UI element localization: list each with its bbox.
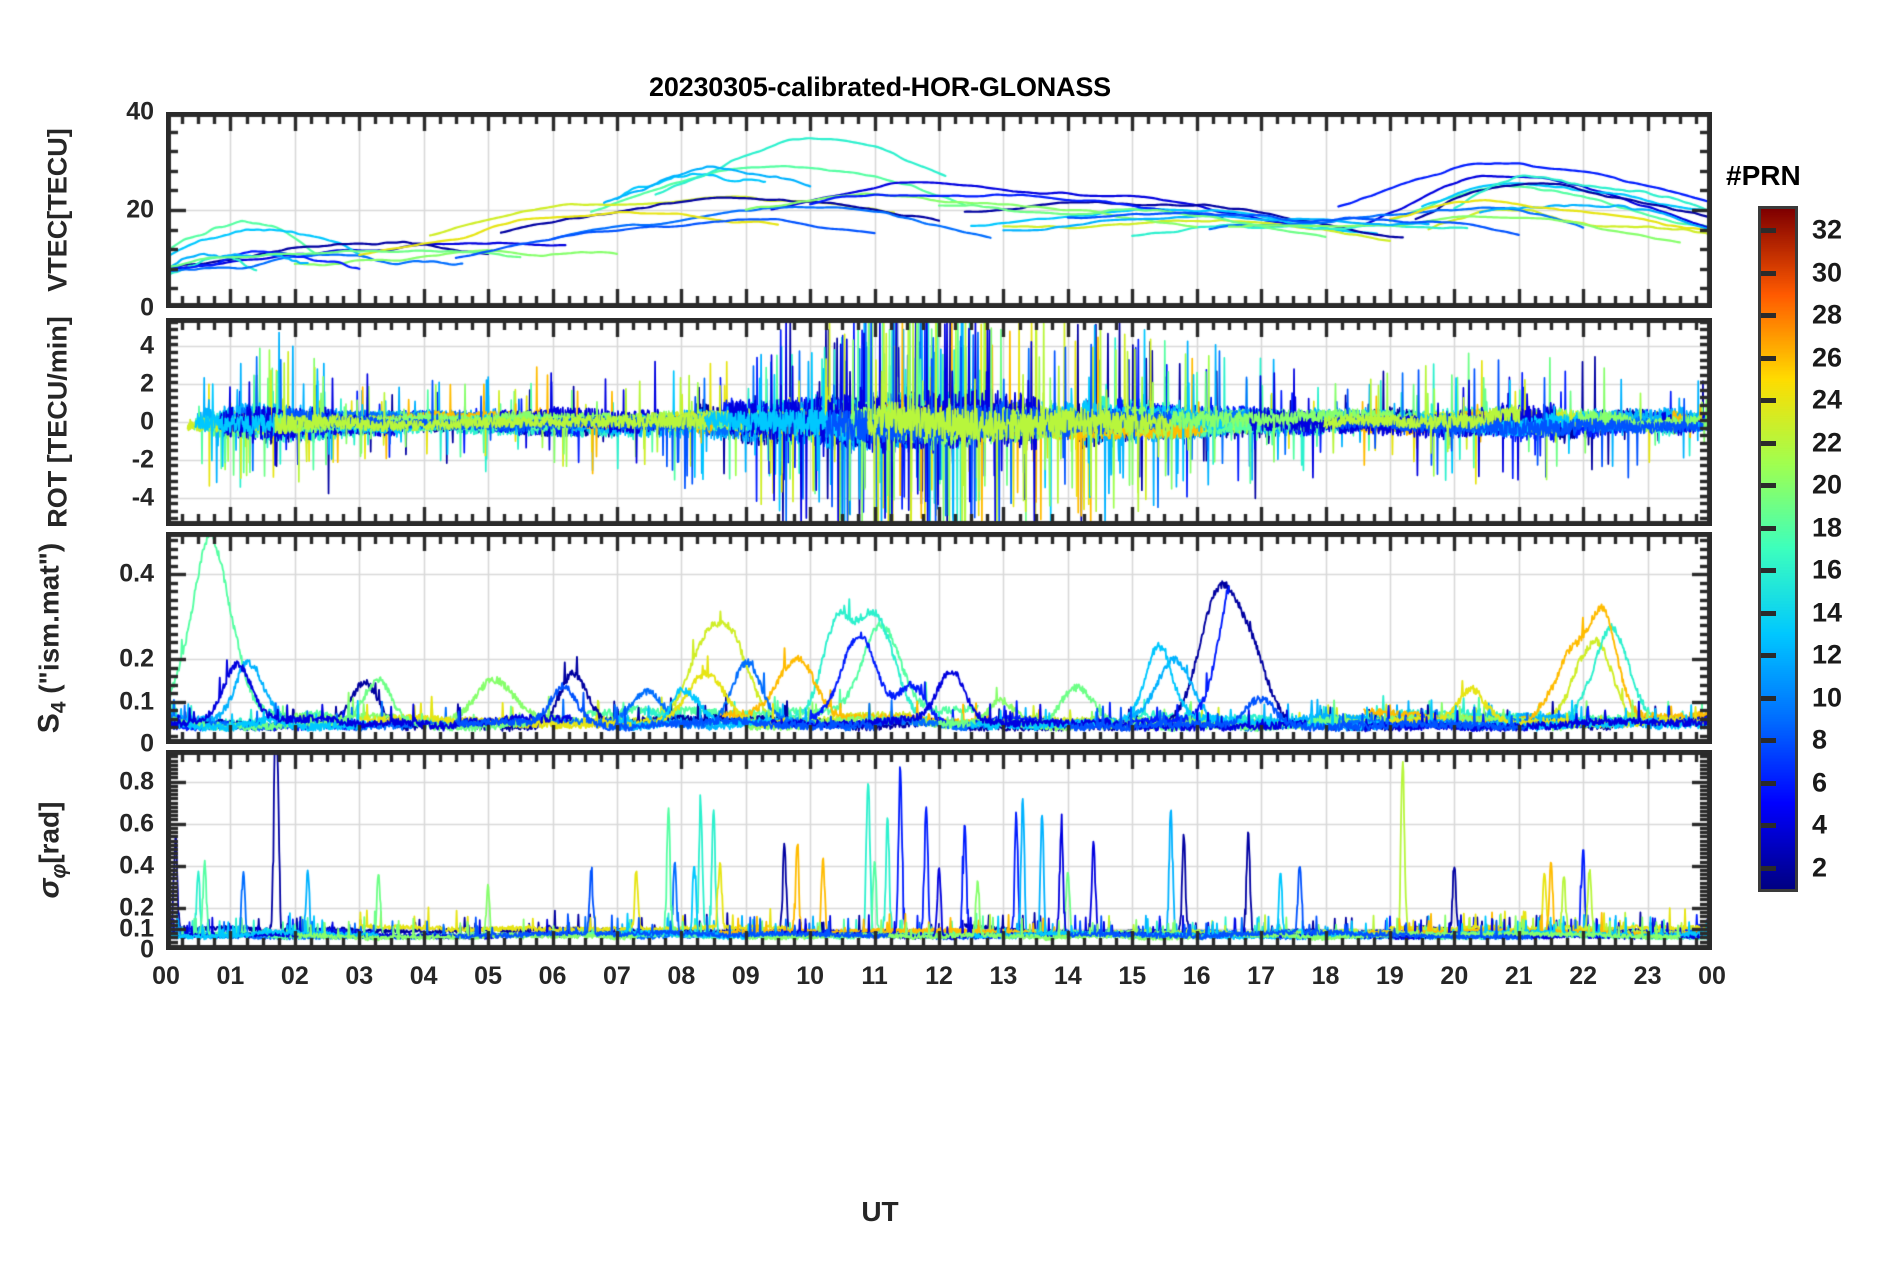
y-tick-label: 0.1 — [119, 687, 154, 716]
colorbar-tick — [1761, 738, 1776, 744]
x-tick-label: 15 — [1118, 962, 1147, 990]
colorbar-tick-label: 10 — [1812, 682, 1843, 713]
y-tick-label: 4 — [140, 331, 154, 360]
colorbar-tick-label: 2 — [1812, 852, 1828, 883]
colorbar-tick — [1761, 355, 1776, 361]
y-tick-label: -2 — [131, 445, 154, 474]
colorbar-tick-label: 8 — [1812, 724, 1828, 755]
colorbar-tick-label: 32 — [1812, 214, 1843, 245]
y-tick-label: 0.1 — [119, 914, 154, 943]
colorbar-tick — [1761, 398, 1776, 404]
colorbar-tick — [1761, 695, 1776, 701]
panel-vtec — [166, 112, 1712, 308]
y-tick-label: 0.4 — [119, 559, 154, 588]
colorbar-title: #PRN — [1726, 160, 1801, 191]
x-tick-label: 00 — [152, 962, 180, 990]
x-tick-label: 13 — [989, 962, 1018, 990]
x-tick-label: 17 — [1247, 962, 1275, 990]
y-tick-label: 0 — [140, 729, 154, 758]
y-tick-label: 2 — [140, 369, 154, 398]
x-tick-label: 21 — [1504, 962, 1533, 990]
colorbar-tick-label: 24 — [1812, 384, 1843, 415]
x-tick-label: 03 — [345, 962, 374, 990]
colorbar-tick — [1761, 313, 1776, 319]
x-tick-label: 12 — [925, 962, 953, 990]
y-tick-label: -4 — [131, 483, 154, 512]
colorbar-tick — [1761, 568, 1776, 574]
x-tick-label: 23 — [1633, 962, 1662, 990]
x-tick-label: 14 — [1053, 962, 1082, 990]
x-tick-label: 07 — [603, 962, 631, 990]
colorbar-tick — [1761, 780, 1776, 786]
x-tick-label: 09 — [731, 962, 760, 990]
colorbar-tick — [1761, 865, 1776, 871]
colorbar-tick — [1761, 823, 1776, 829]
colorbar-tick-label: 30 — [1812, 257, 1843, 288]
y-tick-label: 0.6 — [119, 809, 154, 838]
colorbar-tick-label: 14 — [1812, 597, 1843, 628]
x-tick-label: 00 — [1698, 962, 1726, 990]
x-tick-label: 08 — [667, 962, 696, 990]
colorbar-gradient — [1758, 206, 1798, 892]
colorbar-tick — [1761, 228, 1776, 234]
colorbar-tick-label: 20 — [1812, 469, 1843, 500]
colorbar-tick-label: 6 — [1812, 767, 1828, 798]
panel-sigma-phi — [166, 750, 1712, 950]
colorbar-tick — [1761, 483, 1776, 489]
colorbar-tick — [1761, 610, 1776, 616]
colorbar-tick-label: 4 — [1812, 809, 1828, 840]
y-tick-label: 0 — [140, 935, 154, 964]
x-tick-label: 20 — [1440, 962, 1469, 990]
y-tick-label: 0.4 — [119, 851, 154, 880]
panel-rot — [166, 318, 1712, 526]
colorbar-tick-label: 16 — [1812, 554, 1843, 585]
colorbar-tick-label: 12 — [1812, 639, 1843, 670]
y-tick-label: 20 — [126, 195, 154, 224]
x-tick-label: 06 — [538, 962, 567, 990]
colorbar-tick-label: 18 — [1812, 512, 1843, 543]
x-tick-label: 16 — [1182, 962, 1211, 990]
y-tick-label: 0.8 — [119, 767, 154, 796]
x-tick-label: 10 — [796, 962, 825, 990]
x-tick-label: 18 — [1311, 962, 1340, 990]
x-tick-label: 19 — [1376, 962, 1404, 990]
y-tick-label: 0 — [140, 407, 154, 436]
y-tick-label: 40 — [126, 97, 154, 126]
page-title: 20230305-calibrated-HOR-GLONASS — [649, 72, 1111, 102]
colorbar-tick — [1761, 525, 1776, 531]
colorbar-tick — [1761, 440, 1776, 446]
colorbar-tick — [1761, 270, 1776, 276]
x-tick-label: 22 — [1569, 962, 1598, 990]
x-tick-label: 11 — [861, 962, 888, 990]
y-tick-label: 0 — [140, 293, 154, 322]
x-tick-label: 05 — [474, 962, 502, 990]
x-tick-label: 04 — [409, 962, 438, 990]
colorbar-tick-label: 26 — [1812, 342, 1843, 373]
x-tick-label: 01 — [216, 962, 245, 990]
x-tick-label: 02 — [280, 962, 309, 990]
y-tick-label: 0.2 — [119, 644, 154, 673]
panel-s4 — [166, 532, 1712, 744]
x-axis-title: UT — [861, 1196, 899, 1227]
colorbar-tick-label: 28 — [1812, 299, 1843, 330]
colorbar-tick — [1761, 653, 1776, 659]
y-tick-label: 0.2 — [119, 893, 154, 922]
colorbar-tick-label: 22 — [1812, 427, 1843, 458]
